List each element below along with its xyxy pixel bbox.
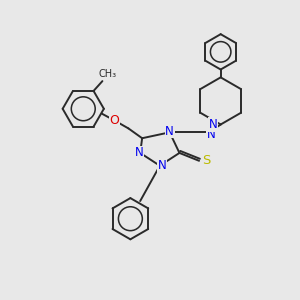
Text: N: N <box>158 159 166 172</box>
Text: CH₃: CH₃ <box>98 69 116 79</box>
Text: N: N <box>206 128 215 141</box>
Text: N: N <box>208 118 217 131</box>
Text: O: O <box>110 114 120 127</box>
Text: N: N <box>135 146 144 159</box>
Text: N: N <box>165 125 174 138</box>
Text: S: S <box>202 154 210 167</box>
